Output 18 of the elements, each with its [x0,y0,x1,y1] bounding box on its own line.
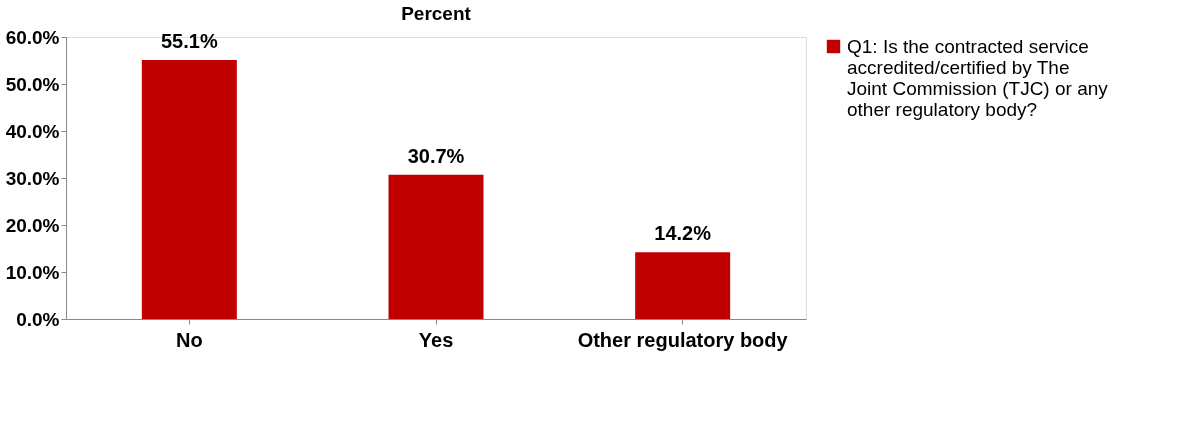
text: 30.7% [407,144,465,167]
y-tick-label: 0.0% [16,308,60,330]
y-tick-label: 40.0% [5,120,60,142]
y-tick-label: 30.0% [5,167,60,189]
bar [635,252,731,319]
text: 14.2% [654,222,712,245]
bar [141,60,237,319]
y-tick-label: 10.0% [5,261,60,283]
bar [388,174,484,319]
legend-label: Q1: Is the contracted service accredited/certified by The Joint Commission (TJC) or any other regulatory body? [847,35,1109,120]
y-tick-label: 50.0% [5,73,60,95]
x-tick-label: Yes [418,328,454,351]
y-tick-label: 60.0% [5,26,60,48]
x-tick-label: Other regulatory body [577,328,789,351]
x-tick-label: No [176,328,203,351]
chart-title: Percent [401,3,472,24]
text: 55.1% [160,30,218,53]
y-tick-label: 20.0% [5,214,60,236]
